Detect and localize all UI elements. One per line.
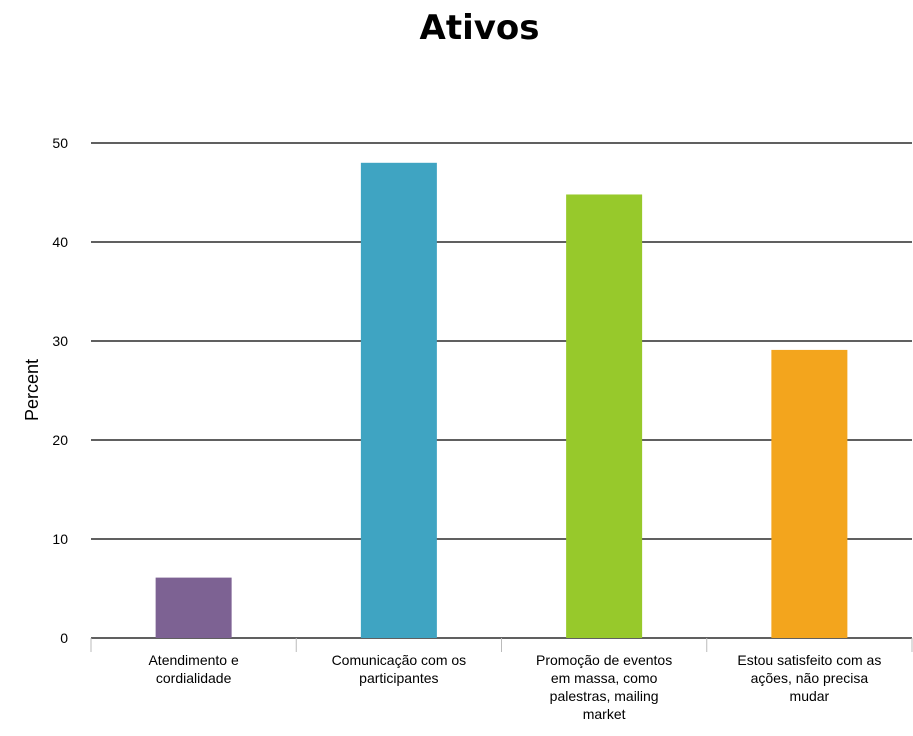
y-axis-label: Percent (22, 359, 42, 421)
x-tick-label-line: Comunicação com os (332, 652, 467, 668)
y-tick-label: 20 (52, 432, 68, 448)
y-tick-label: 10 (52, 531, 68, 547)
x-tick-label-line: Promoção de eventos (536, 652, 672, 668)
x-tick-label-line: palestras, mailing (550, 688, 659, 704)
x-tick-label: Comunicação com os participantes (332, 652, 467, 686)
bar (566, 194, 643, 639)
y-tick-label: 50 (52, 135, 68, 151)
x-axis: Atendimento e cordialidade Comunicação com… (90, 638, 913, 722)
x-tick-label-line: mudar (790, 688, 830, 704)
bar (771, 349, 848, 638)
x-tick-label-line: participantes (359, 670, 438, 686)
bar (155, 577, 232, 638)
bars (155, 162, 848, 639)
x-tick-label: Estou satisfeito com as ações, não precis… (737, 652, 881, 704)
x-tick-label-line: ações, não precisa (751, 670, 869, 686)
chart-title: Ativos (419, 8, 540, 48)
y-tick-label: 40 (52, 234, 68, 250)
x-tick-label: Atendimento e cordialidade (148, 652, 238, 686)
x-tick-label-line: market (583, 706, 626, 722)
x-tick-label-line: Estou satisfeito com as (737, 652, 881, 668)
x-tick-label-line: Atendimento e (148, 652, 238, 668)
bar (360, 162, 437, 639)
x-tick-label: Promoção de eventos em massa, como palestr… (536, 652, 672, 722)
y-tick-label: 0 (60, 630, 68, 646)
x-tick-label-line: cordialidade (156, 670, 232, 686)
x-tick-label-line: em massa, como (551, 670, 658, 686)
y-tick-label: 30 (52, 333, 68, 349)
